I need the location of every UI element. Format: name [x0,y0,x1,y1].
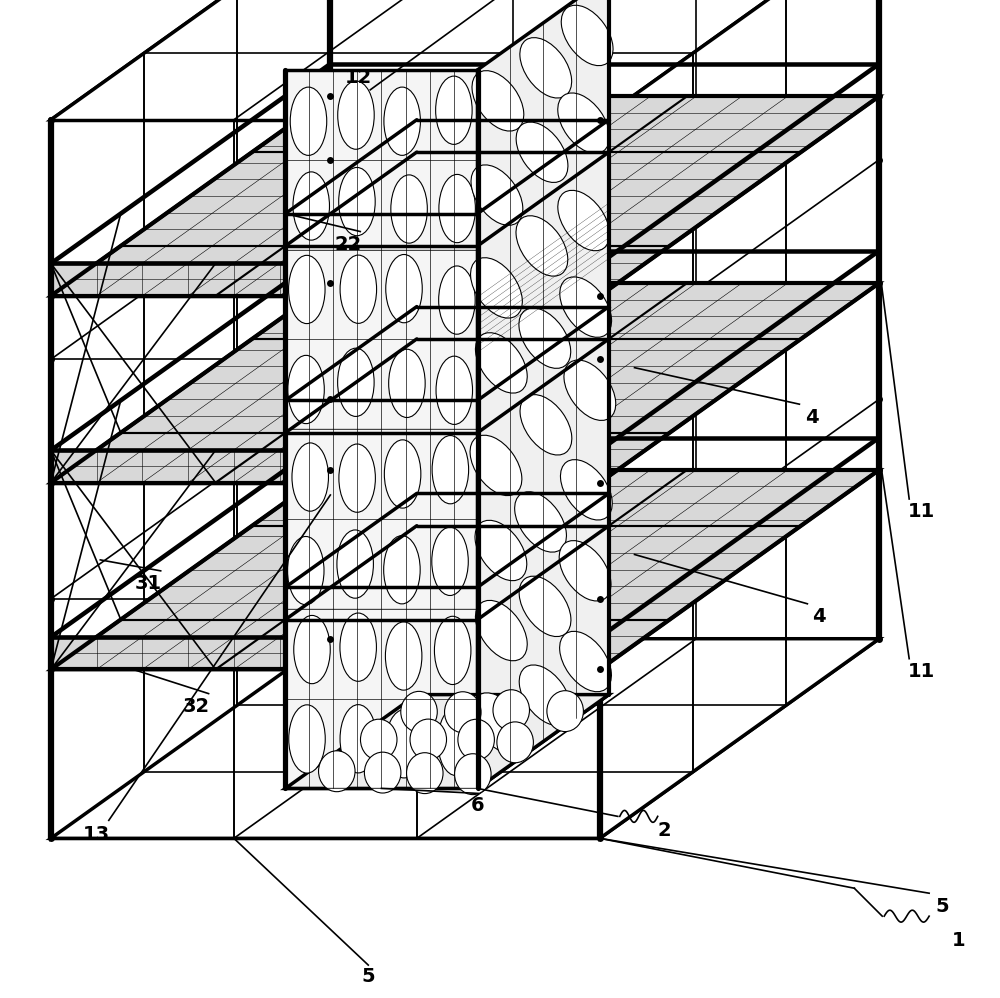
Ellipse shape [439,175,475,243]
Ellipse shape [340,613,376,682]
Polygon shape [51,450,600,483]
Ellipse shape [386,254,422,322]
Ellipse shape [560,276,612,337]
Ellipse shape [520,38,572,98]
Ellipse shape [360,720,397,760]
Ellipse shape [338,81,374,150]
Ellipse shape [337,530,373,598]
Ellipse shape [340,255,377,323]
Ellipse shape [289,705,325,773]
Polygon shape [600,0,879,838]
Ellipse shape [471,257,522,318]
Text: 31: 31 [135,574,162,594]
Text: 1: 1 [952,930,966,950]
Ellipse shape [547,691,583,732]
Ellipse shape [455,753,491,794]
Ellipse shape [516,122,568,183]
Text: 11: 11 [908,662,935,682]
Ellipse shape [519,576,571,637]
Ellipse shape [475,332,527,393]
Ellipse shape [338,348,374,416]
Polygon shape [51,120,600,838]
Ellipse shape [340,705,377,772]
Ellipse shape [319,750,355,791]
Ellipse shape [559,541,611,601]
Ellipse shape [290,87,327,156]
Ellipse shape [364,752,401,793]
Text: 5: 5 [361,966,375,986]
Ellipse shape [385,622,422,691]
Polygon shape [330,0,879,639]
Polygon shape [51,283,879,483]
Polygon shape [51,637,600,670]
Polygon shape [51,470,879,670]
Ellipse shape [293,172,329,241]
Ellipse shape [386,710,422,777]
Ellipse shape [560,460,612,520]
Polygon shape [285,695,609,788]
Ellipse shape [458,720,494,760]
Ellipse shape [436,76,472,145]
Ellipse shape [391,175,427,244]
Ellipse shape [438,708,474,775]
Polygon shape [51,0,879,120]
Ellipse shape [436,356,473,424]
Ellipse shape [384,440,421,508]
Text: 32: 32 [183,697,210,717]
Ellipse shape [516,216,568,276]
Text: 5: 5 [935,896,949,916]
Polygon shape [51,639,879,838]
Ellipse shape [389,349,425,417]
Text: 2: 2 [658,820,671,840]
Ellipse shape [515,492,566,552]
Ellipse shape [410,720,447,759]
Ellipse shape [384,536,420,604]
Ellipse shape [289,255,325,323]
Ellipse shape [339,168,375,236]
Text: 13: 13 [83,824,110,844]
Ellipse shape [470,435,522,496]
Ellipse shape [384,87,420,156]
Ellipse shape [292,443,328,511]
Text: 4: 4 [813,607,826,627]
Ellipse shape [493,690,529,731]
Ellipse shape [558,93,610,154]
Ellipse shape [519,665,571,726]
Ellipse shape [471,165,523,226]
Text: 22: 22 [335,235,362,254]
Ellipse shape [475,520,527,581]
Text: 6: 6 [471,795,485,815]
Ellipse shape [475,601,527,661]
Ellipse shape [520,394,572,455]
Polygon shape [285,70,478,788]
Ellipse shape [472,71,524,131]
Ellipse shape [434,617,471,685]
Text: 4: 4 [805,407,818,427]
Ellipse shape [560,632,611,692]
Ellipse shape [432,435,469,504]
Ellipse shape [432,527,468,596]
Ellipse shape [288,355,324,423]
Ellipse shape [288,537,324,605]
Ellipse shape [339,444,375,512]
Ellipse shape [564,360,616,420]
Text: 12: 12 [345,68,372,88]
Ellipse shape [439,265,475,334]
Text: 11: 11 [908,502,935,522]
Polygon shape [51,263,600,295]
Ellipse shape [294,616,330,684]
Polygon shape [51,96,879,295]
Ellipse shape [407,752,443,793]
Ellipse shape [558,191,610,250]
Polygon shape [51,0,330,838]
Polygon shape [478,0,609,788]
Ellipse shape [473,693,524,753]
Ellipse shape [519,308,571,368]
Ellipse shape [497,722,533,762]
Ellipse shape [445,692,481,733]
Ellipse shape [561,5,613,66]
Ellipse shape [401,692,437,733]
